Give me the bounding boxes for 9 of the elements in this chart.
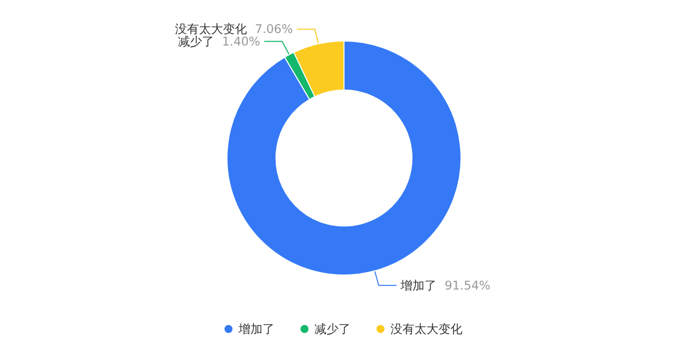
legend-label: 增加了 <box>238 322 274 336</box>
legend-label: 减少了 <box>314 322 350 336</box>
slice-label: 没有太大变化 <box>174 22 247 36</box>
data-label: 91.54% <box>444 278 490 292</box>
data-label: 1.40% <box>222 34 260 48</box>
data-label: 7.06% <box>254 22 293 36</box>
slice-label: 增加了 <box>400 278 437 292</box>
slice-label: 减少了 <box>178 34 214 48</box>
legend-label: 没有太大变化 <box>390 322 462 336</box>
